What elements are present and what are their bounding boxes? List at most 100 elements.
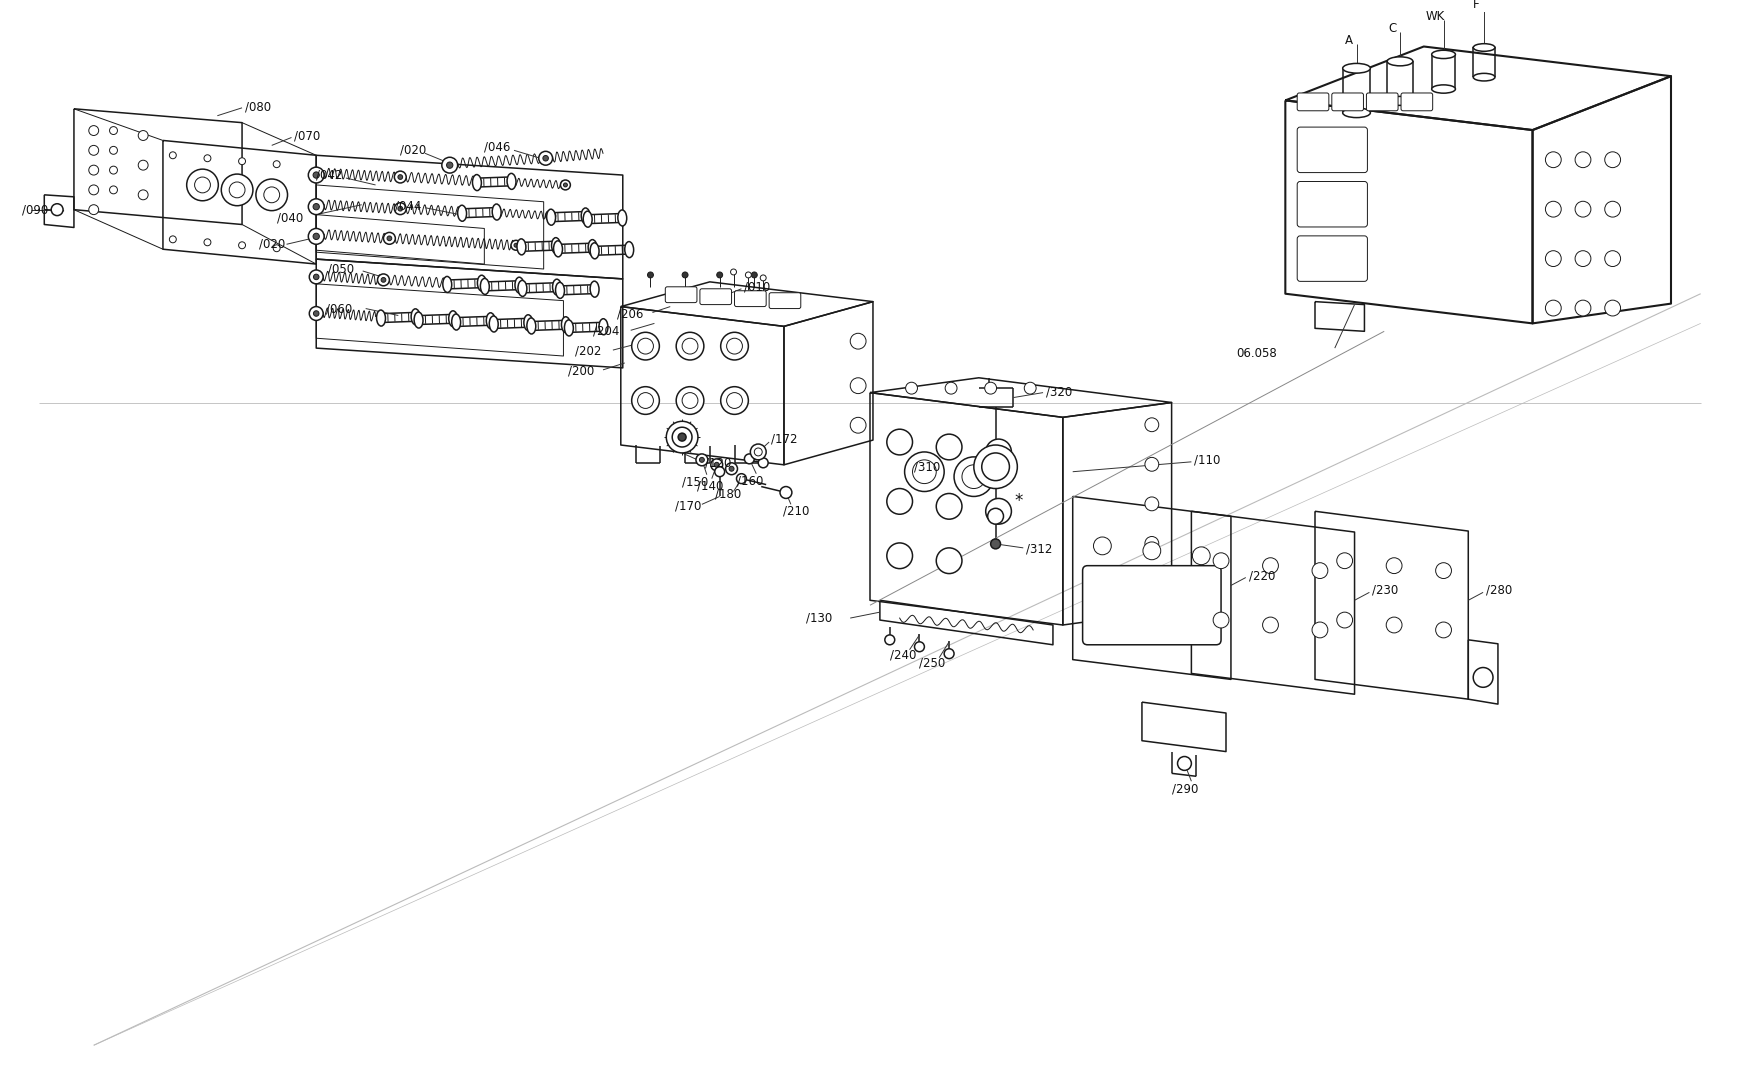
Circle shape — [631, 333, 659, 360]
Circle shape — [313, 203, 320, 210]
Circle shape — [729, 467, 734, 471]
Ellipse shape — [442, 276, 452, 292]
Circle shape — [1435, 563, 1450, 579]
Circle shape — [186, 169, 217, 201]
Text: /110: /110 — [1193, 454, 1221, 467]
Circle shape — [1144, 417, 1158, 431]
Circle shape — [936, 434, 962, 460]
Ellipse shape — [583, 211, 591, 227]
Circle shape — [1603, 152, 1619, 168]
Circle shape — [744, 272, 751, 278]
Circle shape — [221, 174, 252, 205]
Ellipse shape — [1473, 74, 1494, 81]
Circle shape — [720, 333, 748, 360]
Circle shape — [636, 393, 654, 409]
Circle shape — [395, 202, 405, 215]
Circle shape — [1311, 563, 1327, 579]
Ellipse shape — [1343, 63, 1370, 73]
Circle shape — [310, 307, 323, 320]
Circle shape — [1144, 496, 1158, 510]
FancyBboxPatch shape — [1297, 93, 1329, 111]
Ellipse shape — [555, 282, 563, 299]
Circle shape — [779, 487, 791, 499]
FancyBboxPatch shape — [1297, 235, 1367, 281]
Text: F: F — [1471, 0, 1478, 12]
Ellipse shape — [624, 242, 633, 258]
Circle shape — [885, 635, 894, 645]
Text: /090: /090 — [21, 203, 47, 216]
Circle shape — [725, 463, 737, 475]
Ellipse shape — [449, 310, 457, 326]
Ellipse shape — [516, 239, 525, 255]
Circle shape — [887, 429, 911, 455]
Circle shape — [713, 462, 718, 468]
Circle shape — [736, 474, 746, 484]
Circle shape — [442, 157, 457, 173]
Circle shape — [1473, 668, 1492, 687]
Circle shape — [1144, 457, 1158, 471]
Circle shape — [1544, 152, 1560, 168]
Ellipse shape — [1473, 44, 1494, 51]
Circle shape — [50, 203, 63, 215]
FancyBboxPatch shape — [664, 287, 697, 303]
Circle shape — [760, 275, 765, 280]
Circle shape — [936, 548, 962, 574]
Circle shape — [1544, 301, 1560, 316]
Ellipse shape — [563, 320, 574, 336]
Circle shape — [1212, 553, 1228, 568]
Text: WK: WK — [1426, 11, 1445, 24]
Circle shape — [1191, 547, 1210, 565]
Circle shape — [1263, 557, 1278, 574]
Circle shape — [1144, 536, 1158, 550]
Ellipse shape — [1386, 96, 1412, 105]
Circle shape — [543, 155, 548, 160]
Text: /320: /320 — [1045, 385, 1071, 398]
Circle shape — [560, 180, 570, 189]
Text: C: C — [1388, 22, 1395, 35]
Circle shape — [850, 417, 866, 433]
Circle shape — [631, 386, 659, 414]
Circle shape — [513, 243, 518, 247]
Circle shape — [313, 274, 318, 279]
Text: /310: /310 — [915, 460, 941, 473]
Circle shape — [676, 386, 704, 414]
Ellipse shape — [562, 317, 570, 333]
Circle shape — [89, 204, 99, 215]
Circle shape — [850, 333, 866, 349]
Ellipse shape — [1386, 57, 1412, 66]
Circle shape — [1024, 382, 1035, 394]
Ellipse shape — [492, 204, 501, 220]
Circle shape — [944, 648, 953, 659]
Circle shape — [89, 125, 99, 136]
Circle shape — [758, 458, 767, 468]
Circle shape — [1574, 250, 1589, 266]
Circle shape — [887, 489, 911, 515]
Circle shape — [671, 427, 692, 447]
FancyBboxPatch shape — [1365, 93, 1396, 111]
Circle shape — [310, 270, 323, 284]
Circle shape — [1574, 301, 1589, 316]
Text: /140: /140 — [697, 479, 723, 492]
Text: /150: /150 — [682, 475, 708, 488]
Circle shape — [1574, 152, 1589, 168]
Circle shape — [887, 542, 911, 568]
Circle shape — [377, 274, 390, 286]
Circle shape — [1544, 250, 1560, 266]
Circle shape — [539, 151, 553, 165]
Circle shape — [974, 445, 1017, 489]
Ellipse shape — [515, 277, 523, 293]
Circle shape — [383, 232, 395, 244]
Text: /120: /120 — [704, 456, 730, 470]
Ellipse shape — [376, 310, 386, 326]
Text: /040: /040 — [277, 211, 303, 224]
Ellipse shape — [452, 314, 461, 330]
Ellipse shape — [1431, 50, 1454, 59]
Ellipse shape — [480, 278, 489, 294]
Text: /250: /250 — [918, 656, 946, 669]
Text: /290: /290 — [1170, 782, 1196, 796]
Text: /050: /050 — [329, 262, 355, 275]
Circle shape — [1143, 601, 1160, 620]
Circle shape — [1263, 617, 1278, 633]
Circle shape — [1574, 201, 1589, 217]
Ellipse shape — [553, 279, 562, 295]
